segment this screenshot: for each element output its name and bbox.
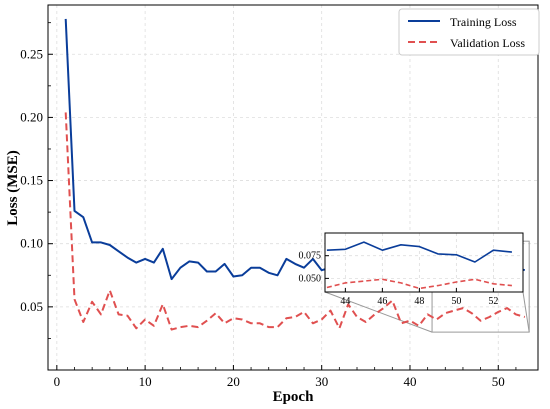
main-plot-frame — [47, 4, 539, 371]
inset-x-tick-label: 46 — [377, 296, 387, 307]
legend: Training Loss Validation Loss — [398, 8, 540, 56]
inset-x-tick-label: 44 — [340, 296, 350, 307]
x-tick-label: 30 — [315, 374, 328, 389]
inset-x-tick-label: 50 — [451, 296, 461, 307]
x-tick-label: 10 — [139, 374, 152, 389]
inset-ticks: 44 46 48 50 52 0.050 0.075 — [299, 251, 499, 307]
inset-zoom-plot: 44 46 48 50 52 0.050 0.075 — [299, 232, 524, 307]
zoom-guide-line — [522, 291, 530, 333]
validation-loss-line — [64, 112, 526, 331]
inset-series — [326, 241, 512, 290]
x-tick-label: 40 — [403, 374, 416, 389]
inset-frame — [324, 232, 524, 293]
legend-label-validation: Validation Loss — [450, 36, 525, 50]
legend-label-training: Training Loss — [450, 15, 517, 29]
inset-x-tick-label: 52 — [488, 296, 498, 307]
main-ticks: 0 10 20 30 40 50 0.05 0.10 0.15 0.20 0.25 — [20, 22, 517, 389]
y-tick-label: 0.05 — [20, 299, 43, 314]
x-tick-label: 50 — [492, 374, 505, 389]
y-axis-label: Loss (MSE) — [5, 150, 21, 225]
inset-y-tick-label: 0.050 — [299, 273, 322, 284]
inset-y-tick-label: 0.075 — [299, 251, 322, 262]
x-axis-label: Epoch — [273, 389, 315, 405]
y-tick-label: 0.10 — [20, 236, 43, 251]
inset-training-loss-line — [326, 241, 512, 263]
x-tick-label: 0 — [54, 374, 61, 389]
y-tick-label: 0.20 — [20, 109, 43, 124]
y-tick-label: 0.15 — [20, 173, 43, 188]
inset-validation-loss-line — [326, 278, 512, 290]
inset-background — [325, 233, 523, 292]
y-tick-label: 0.25 — [20, 46, 43, 61]
x-tick-label: 20 — [227, 374, 240, 389]
inset-x-tick-label: 48 — [414, 296, 424, 307]
